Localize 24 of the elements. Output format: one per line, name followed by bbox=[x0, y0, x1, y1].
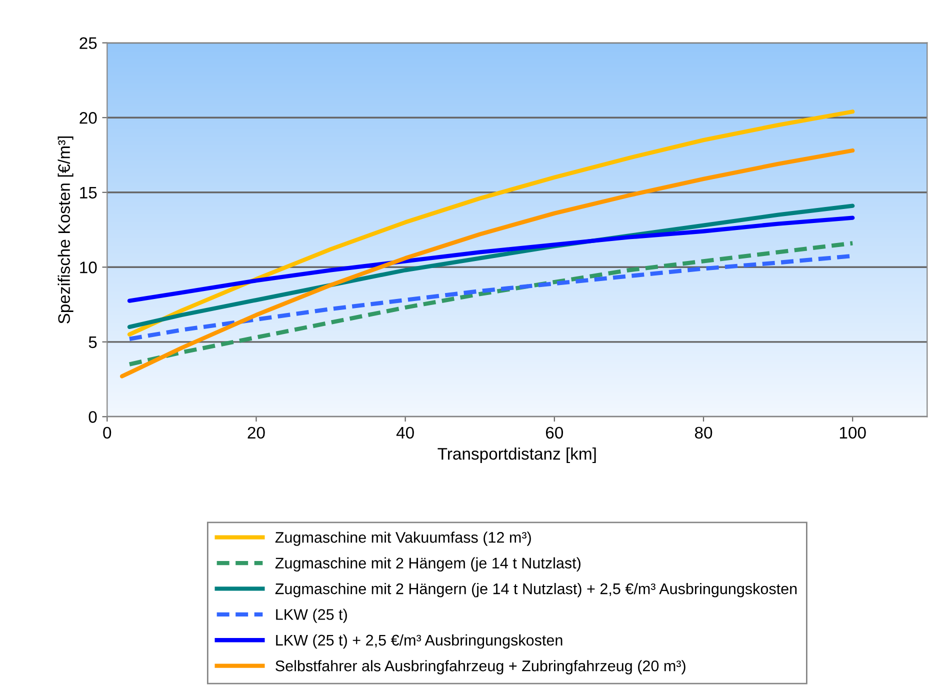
x-tick-label: 100 bbox=[840, 426, 866, 439]
line-series bbox=[120, 148, 855, 378]
x-tick-label: 60 bbox=[546, 426, 564, 439]
y-tick-label: 25 bbox=[80, 37, 97, 50]
line-series bbox=[127, 241, 855, 366]
x-tick-label: 80 bbox=[694, 426, 712, 439]
x-axis-title: Transportdistanz [km] bbox=[438, 447, 596, 464]
x-tick-label: 20 bbox=[248, 426, 265, 439]
x-tick-label: 40 bbox=[396, 426, 414, 439]
y-tick-label: 20 bbox=[80, 112, 97, 124]
legend-label: Zugmaschine mit 2 Hängern (je 14 t Nutzlast) + 2,5 €/m³ Ausbringungskosten bbox=[275, 583, 797, 598]
y-tick-label: 0 bbox=[88, 411, 97, 423]
legend-label: Selbstfahrer als Ausbringfahrzeug + Zubringfahrzeug (20 m³) bbox=[276, 660, 686, 674]
y-axis-title: Spezifische Kosten [€/m³] bbox=[58, 136, 74, 324]
line-series bbox=[127, 216, 855, 303]
legend-label: LKW (25 t) bbox=[276, 608, 347, 623]
x-tick-label: 0 bbox=[103, 426, 112, 439]
legend-label: Zugmaschine mit 2 Hängem (je 14 t Nutzlast) bbox=[275, 557, 580, 572]
line-series bbox=[127, 110, 855, 337]
legend-label: LKW (25 t) + 2,5 €/m³ Ausbringungskosten bbox=[276, 634, 562, 649]
y-tick-label: 15 bbox=[80, 186, 97, 199]
legend-label: Zugmaschine mit Vakuumfass (12 m³) bbox=[275, 532, 531, 546]
y-tick-label: 5 bbox=[88, 336, 97, 348]
y-tick-label: 10 bbox=[80, 262, 97, 274]
